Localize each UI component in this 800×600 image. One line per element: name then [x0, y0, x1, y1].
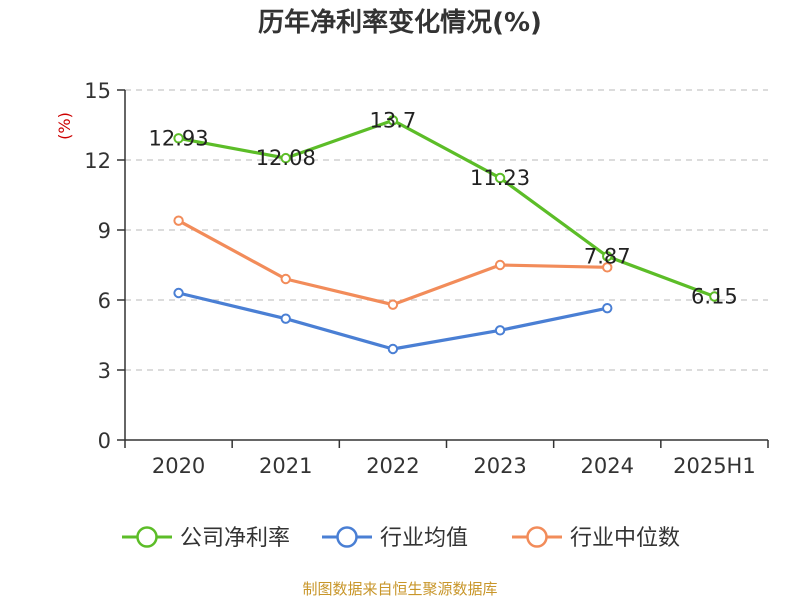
data-point — [173, 133, 184, 144]
axes: 0 3 6 9 12 15 2020 2021 2022 2023 2024 2025H1 — [84, 79, 769, 478]
legend-marker — [526, 526, 548, 548]
x-tick-label: 2020 — [152, 454, 205, 478]
data-point — [602, 302, 613, 314]
x-tick-label: 2021 — [259, 454, 312, 478]
data-point — [280, 273, 291, 285]
data-labels: 12.93 12.08 13.7 11.23 7.87 6.15 — [149, 108, 738, 308]
legend-marker — [136, 526, 158, 548]
x-tick-label: 2023 — [473, 454, 526, 478]
series-2 — [173, 215, 613, 310]
data-point — [173, 215, 184, 226]
data-label: 13.7 — [370, 108, 417, 132]
y-tick-label: 12 — [84, 149, 111, 173]
legend-label: 公司净利率 — [180, 526, 290, 551]
data-point — [709, 291, 720, 302]
data-label: 11.23 — [470, 166, 530, 190]
grid-lines — [125, 89, 768, 371]
data-point — [280, 152, 291, 164]
series-line — [178, 118, 715, 298]
legend-marker — [336, 526, 358, 548]
series-line — [177, 219, 608, 307]
y-tick-label: 3 — [98, 359, 111, 383]
data-label: 7.87 — [584, 244, 631, 268]
data-label: 12.93 — [149, 126, 209, 150]
data-point — [387, 299, 399, 310]
y-tick-label: 9 — [98, 219, 111, 243]
chart-title: 历年净利率变化情况(%) — [258, 8, 542, 38]
data-point — [494, 259, 506, 271]
x-tick-label: 2024 — [581, 454, 634, 478]
data-point — [602, 262, 613, 273]
y-tick-label: 6 — [98, 289, 111, 313]
data-point — [387, 115, 399, 126]
series-0 — [173, 115, 720, 302]
data-point — [602, 251, 613, 262]
data-point — [173, 287, 184, 299]
legend-label: 行业均值 — [380, 526, 468, 551]
x-tick-label: 2025H1 — [673, 454, 756, 478]
y-tick-label: 15 — [84, 79, 111, 103]
data-point — [387, 343, 399, 355]
x-tick-label: 2022 — [366, 454, 419, 478]
legend-item: 行业均值 — [322, 526, 468, 551]
data-point — [494, 325, 506, 336]
data-point — [280, 313, 291, 324]
y-tick-label: 0 — [98, 429, 111, 453]
data-label: 6.15 — [691, 285, 738, 309]
series-1 — [173, 287, 613, 355]
series-layer — [173, 115, 720, 355]
data-label: 12.08 — [256, 146, 316, 170]
legend-label: 行业中位数 — [570, 526, 680, 551]
legend-item: 公司净利率 — [122, 526, 290, 551]
legend-item: 行业中位数 — [512, 526, 680, 551]
legend: 公司净利率 行业均值 行业中位数 — [122, 526, 680, 551]
source-note: 制图数据来自恒生聚源数据库 — [302, 580, 498, 598]
data-point — [494, 172, 506, 184]
y-axis-unit-label: (%) — [55, 112, 74, 140]
